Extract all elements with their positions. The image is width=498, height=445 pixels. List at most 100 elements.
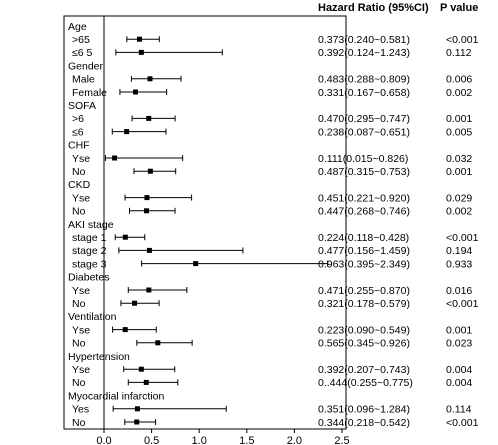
subgroup-label: Male — [72, 74, 95, 86]
hr-point — [144, 195, 150, 201]
group-label: Hypertension — [68, 351, 130, 363]
subgroup-label: ≤6 — [72, 126, 84, 138]
p-value: 0.001 — [446, 113, 472, 125]
group-label: Gender — [68, 60, 104, 72]
x-tick-label: 1.5 — [239, 435, 254, 445]
p-value: <0.001 — [446, 298, 479, 310]
hr-ci-value: 0.351(0.096~1.284) — [318, 404, 410, 416]
hr-point — [133, 89, 139, 95]
hr-ci-value: 0.331(0.167~0.658) — [318, 87, 410, 99]
subgroup-label: Yse — [72, 364, 90, 376]
hr-ci-value: 0..444(0.255~0.775) — [318, 377, 413, 389]
p-value: 0.004 — [446, 377, 472, 389]
subgroup-label: >65 — [72, 34, 90, 46]
group-label: Diabetes — [68, 272, 109, 284]
hr-ci-value: 0.451(0.221~0.920) — [318, 192, 410, 204]
x-tick-label: 2.5 — [334, 435, 349, 445]
subgroup-label: No — [72, 166, 86, 178]
group-label: AKI stage — [68, 219, 114, 231]
hr-point — [138, 366, 144, 372]
group-label: Age — [68, 21, 87, 33]
hr-ci-value: 0.483(0.288~0.809) — [318, 74, 410, 86]
hr-ci-value: 0.238(0.087~0.651) — [318, 126, 410, 138]
hr-ci-value: 0.223(0.090~0.549) — [318, 324, 410, 336]
hr-point — [122, 327, 128, 333]
p-value: 0.029 — [446, 192, 472, 204]
hr-point — [146, 287, 152, 293]
subgroup-label: No — [72, 377, 86, 389]
rows-layer: Age>65 0.373(0.240~0.581) <0.001 ≤6 5 0.392(… — [68, 16, 479, 429]
p-value: 0.023 — [446, 338, 472, 350]
p-value: 0.006 — [446, 74, 472, 86]
hr-point — [134, 406, 140, 412]
group-label: CKD — [68, 179, 91, 191]
hr-point — [143, 379, 149, 385]
subgroup-label: >6 — [72, 113, 84, 125]
p-value: 0.194 — [446, 245, 472, 257]
subgroup-label: No — [72, 338, 86, 350]
subgroup-label: Yes — [72, 404, 89, 416]
hr-ci-value: 0.471(0.255~0.870) — [318, 285, 410, 297]
hr-ci-value: 0.392(0.124~1.243) — [318, 47, 410, 59]
hr-point — [122, 234, 128, 240]
hr-point — [147, 76, 153, 82]
subgroup-label: Yse — [72, 324, 90, 336]
p-value: 0.016 — [446, 285, 472, 297]
x-tick-label: 0.5 — [144, 435, 159, 445]
hr-ci-value: 0.321(0.178~0.579) — [318, 298, 410, 310]
hr-ci-value: 0.344(0.218~0.542) — [318, 417, 410, 429]
subgroup-label: stage 2 — [72, 245, 107, 257]
hr-ci-value: 0.373(0.240~0.581) — [318, 34, 410, 46]
hr-point — [144, 208, 150, 214]
hr-point — [138, 49, 144, 55]
x-axis: 0.0 0.5 1.0 1.5 2.0 2.5 — [96, 429, 350, 445]
hr-point — [193, 261, 199, 267]
hr-ci-value: 0.477(0.156~1.459) — [318, 245, 410, 257]
hr-ci-value: 0.565(0.345~0.926) — [318, 338, 410, 350]
x-tick-label: 2.0 — [287, 435, 302, 445]
p-value: 0.002 — [446, 87, 472, 99]
subgroup-label: No — [72, 206, 86, 218]
subgroup-label: stage 3 — [72, 258, 107, 270]
subgroup-label: Yse — [72, 285, 90, 297]
hr-ci-value: 0.447(0.268~0.746) — [318, 206, 410, 218]
group-label: Myocardial infarction — [68, 390, 164, 402]
p-value: 0.933 — [446, 258, 472, 270]
p-value: <0.001 — [446, 417, 479, 429]
p-value: 0.001 — [446, 324, 472, 336]
hr-point — [155, 340, 161, 346]
p-value: 0.114 — [446, 404, 472, 416]
hr-point — [132, 300, 138, 306]
hr-ci-value: 0.392(0.207~0.743) — [318, 364, 410, 376]
subgroup-label: No — [72, 417, 86, 429]
hr-point — [146, 247, 152, 253]
hr-ci-value: 0.487(0.315~0.753) — [318, 166, 410, 178]
subgroup-label: Yse — [72, 153, 90, 165]
x-tick-label: 1.0 — [192, 435, 207, 445]
hr-point — [112, 155, 118, 161]
hr-point — [146, 115, 152, 121]
hr-point — [134, 419, 140, 425]
p-value: 0.005 — [446, 126, 472, 138]
p-value: <0.001 — [446, 34, 479, 46]
subgroup-label: stage 1 — [72, 232, 107, 244]
hr-point — [137, 36, 143, 42]
hr-ci-value: 0.111(0.015~0.826) — [318, 153, 408, 165]
p-value: 0.032 — [446, 153, 472, 165]
p-value: <0.001 — [446, 232, 479, 244]
p-value: 0.004 — [446, 364, 472, 376]
group-label: Ventilation — [68, 311, 117, 323]
header-p-value: P value — [440, 2, 478, 14]
group-label: SOFA — [68, 100, 96, 112]
header-hazard-ratio: Hazard Ratio (95%CI) — [318, 2, 429, 14]
p-value: 0.002 — [446, 206, 472, 218]
plot-frame — [63, 15, 347, 430]
subgroup-label: No — [72, 298, 86, 310]
hr-point — [147, 168, 153, 174]
p-value: 0.112 — [446, 47, 472, 59]
hr-ci-value: 0.963(0.395~2.349) — [318, 258, 410, 270]
subgroup-label: Female — [72, 87, 107, 99]
group-label: CHF — [68, 140, 90, 152]
subgroup-label: ≤6 5 — [72, 47, 93, 59]
